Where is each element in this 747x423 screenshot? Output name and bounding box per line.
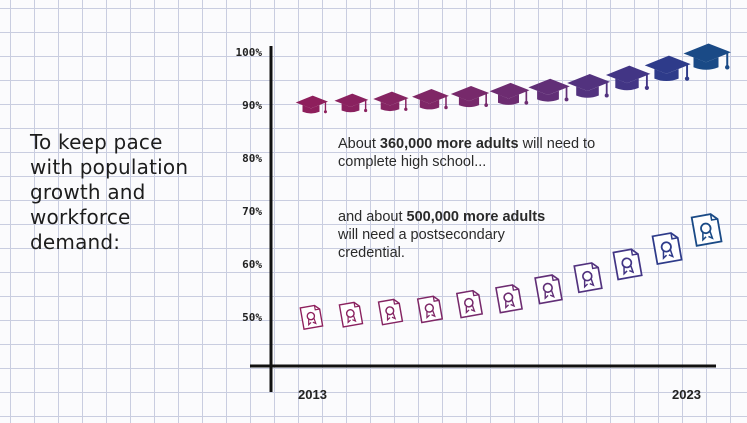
graduation-cap-icon xyxy=(644,55,691,82)
headline-line: growth and xyxy=(30,180,146,204)
certificate-icon xyxy=(455,289,484,319)
x-tick-label: 2023 xyxy=(672,387,701,402)
annotation-text: credential. xyxy=(338,245,405,261)
annotation-text: complete high school... xyxy=(338,154,487,170)
headline-line: with population xyxy=(30,155,189,179)
certificate-icon xyxy=(651,232,683,265)
certificate-icon xyxy=(534,274,563,305)
annotation-high-school: About 360,000 more adults will need to c… xyxy=(338,135,595,171)
headline: To keep pace with population growth and … xyxy=(30,130,230,255)
annotation-text: will need a postsecondary xyxy=(338,227,505,243)
headline-line: workforce xyxy=(30,205,131,229)
y-tick-label: 50% xyxy=(242,311,262,324)
y-tick-label: 80% xyxy=(242,152,262,165)
annotation-text: will need to xyxy=(518,136,596,152)
y-tick-label: 90% xyxy=(242,99,262,112)
graduation-cap-icon xyxy=(450,85,490,108)
x-tick-label: 2013 xyxy=(298,387,327,402)
graduation-cap-icon xyxy=(605,65,651,91)
graduation-cap-icon xyxy=(489,82,530,105)
graduation-cap-icon xyxy=(683,43,731,70)
certificate-icon xyxy=(690,213,723,247)
graduation-cap-icon xyxy=(567,74,611,98)
annotation-text: About xyxy=(338,136,380,152)
annotation-postsecondary: and about 500,000 more adults will need … xyxy=(338,208,545,262)
certificate-icon xyxy=(612,248,643,281)
annotation-emphasis: 360,000 more adults xyxy=(379,136,519,152)
y-tick-label: 70% xyxy=(242,205,262,218)
graduation-cap-icon xyxy=(373,91,409,112)
certificate-icon xyxy=(377,298,404,326)
headline-line: To keep pace xyxy=(30,130,163,154)
certificate-icon xyxy=(299,304,324,330)
certificate-icon xyxy=(338,301,364,328)
y-tick-label: 100% xyxy=(236,46,263,59)
certificate-icon xyxy=(573,262,603,294)
graduation-cap-icon xyxy=(412,89,449,110)
annotation-emphasis: 500,000 more adults xyxy=(406,209,546,225)
y-tick-label: 60% xyxy=(242,258,262,271)
headline-line: demand: xyxy=(30,230,121,254)
graduation-cap-icon xyxy=(295,95,328,114)
graduation-cap-icon xyxy=(528,78,570,102)
certificate-icon xyxy=(416,295,444,324)
annotation-text: and about xyxy=(338,209,407,225)
certificate-icon xyxy=(495,284,523,314)
graduation-cap-icon xyxy=(334,93,369,113)
